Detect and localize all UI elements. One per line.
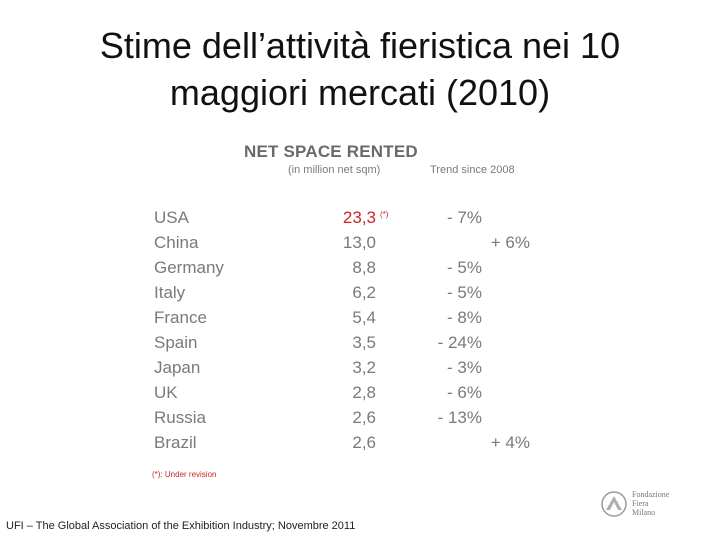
- units-label: (in million net sqm): [288, 164, 381, 176]
- logo-text: Fondazione Fiera Milano: [632, 490, 669, 517]
- table-row: Russia 2,6 - 13%: [60, 408, 640, 432]
- space-value: 3,5: [352, 333, 376, 352]
- trend-value: - 8%: [447, 308, 482, 327]
- fiera-milano-logo-icon: [601, 491, 627, 517]
- logo-line-1: Fondazione: [632, 490, 670, 499]
- space-value: 5,4: [352, 308, 376, 327]
- table-row: Spain 3,5 - 24%: [60, 333, 640, 357]
- table-row: Japan 3,2 - 3%: [60, 358, 640, 382]
- logo-line-3: Milano: [632, 508, 656, 517]
- country-name: USA: [154, 208, 189, 227]
- country-name: UK: [154, 383, 178, 402]
- space-value: 23,3: [342, 208, 376, 227]
- table-row: USA 23,3 (*) - 7%: [60, 208, 640, 232]
- space-value: 2,6: [352, 408, 376, 427]
- space-value: 3,2: [352, 358, 376, 377]
- table-row: Italy 6,2 - 5%: [60, 283, 640, 307]
- space-value: 2,6: [352, 433, 376, 452]
- fiera-milano-logo: Fondazione Fiera Milano: [600, 490, 700, 520]
- space-value: 2,8: [352, 383, 376, 402]
- trend-value: - 3%: [447, 358, 482, 377]
- trend-label: Trend since 2008: [430, 164, 515, 176]
- country-name: Spain: [154, 333, 198, 352]
- country-name: Russia: [154, 408, 206, 427]
- source-caption: UFI – The Global Association of the Exhi…: [6, 520, 356, 532]
- country-name: Japan: [154, 358, 201, 377]
- table-row: France 5,4 - 8%: [60, 308, 640, 332]
- slide-title: Stime dell’attività fieristica nei 10 ma…: [40, 22, 680, 116]
- trend-value: - 13%: [437, 408, 482, 427]
- table-row: Brazil 2,6 + 4%: [60, 433, 640, 457]
- country-name: Germany: [154, 258, 224, 277]
- table-row: Germany 8,8 - 5%: [60, 258, 640, 282]
- country-name: Brazil: [154, 433, 197, 452]
- revision-marker: (*): [380, 210, 389, 219]
- space-value: 13,0: [342, 233, 376, 252]
- trend-value: - 24%: [437, 333, 482, 352]
- trend-value: - 5%: [447, 258, 482, 277]
- trend-value: + 4%: [490, 433, 530, 452]
- country-name: China: [154, 233, 199, 252]
- country-name: Italy: [154, 283, 186, 302]
- country-name: France: [154, 308, 207, 327]
- net-space-table: NET SPACE RENTED (in million net sqm) Tr…: [60, 130, 640, 482]
- trend-value: - 7%: [447, 208, 482, 227]
- trend-value: - 6%: [447, 383, 482, 402]
- trend-value: + 6%: [490, 233, 530, 252]
- table-row: UK 2,8 - 6%: [60, 383, 640, 407]
- slide-title-line-2: maggiori mercati (2010): [169, 72, 551, 113]
- table-row: China 13,0 + 6%: [60, 233, 640, 257]
- space-value: 8,8: [352, 258, 376, 277]
- logo-line-2: Fiera: [632, 499, 649, 508]
- trend-value: - 5%: [447, 283, 482, 302]
- space-value: 6,2: [352, 283, 376, 302]
- footnote: (*): Under revision: [152, 470, 217, 479]
- table-heading: NET SPACE RENTED: [244, 142, 418, 161]
- slide-title-line-1: Stime dell’attività fieristica nei 10: [99, 25, 621, 66]
